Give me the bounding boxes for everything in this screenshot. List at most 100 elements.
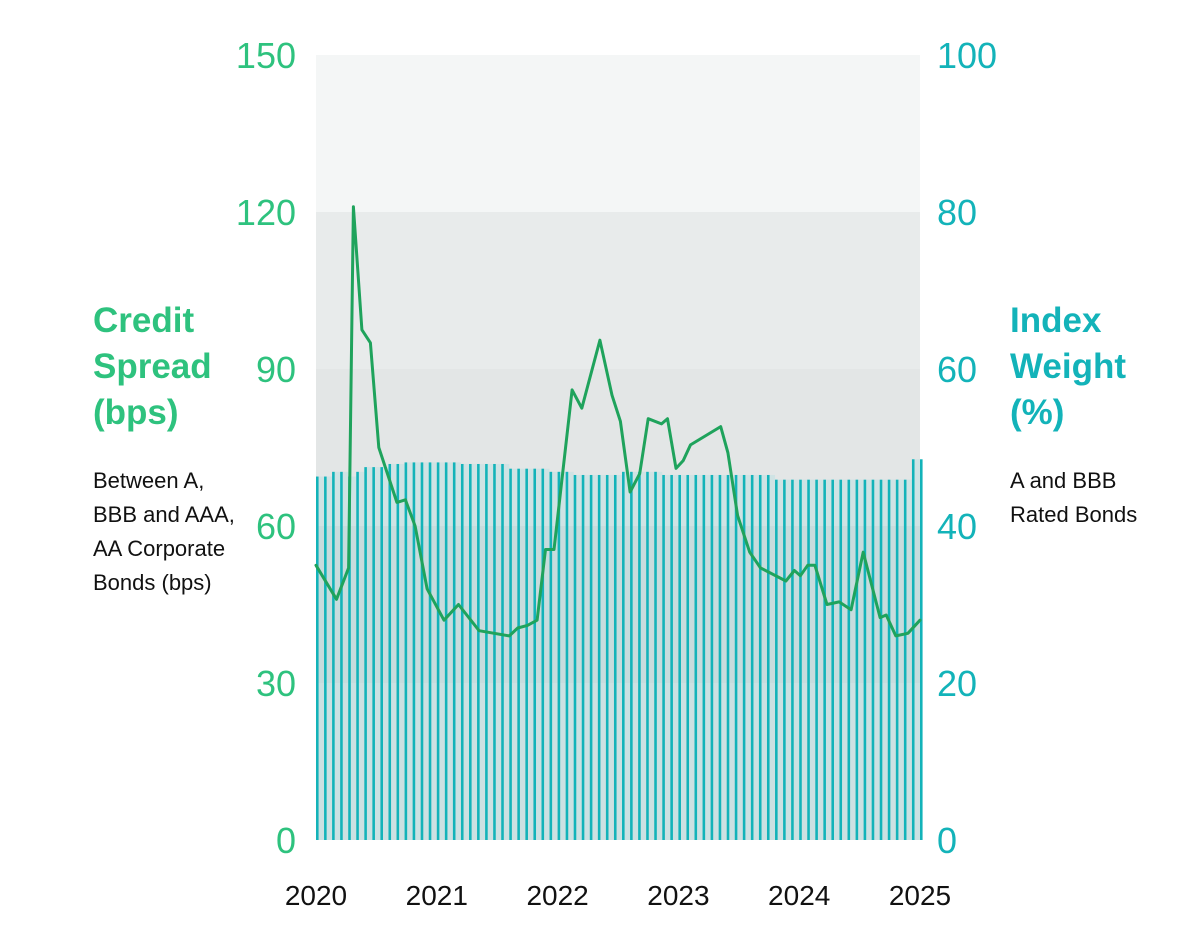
left-axis-note-line: Between A, xyxy=(93,468,205,493)
bar-fill xyxy=(597,474,606,840)
bar xyxy=(702,474,706,840)
left-axis-note: Between A, BBB and AAA, AA Corporate Bon… xyxy=(93,464,293,600)
bar-fill xyxy=(662,474,671,840)
bar xyxy=(388,463,392,840)
x-tick-label: 2021 xyxy=(406,880,468,911)
bar-fill xyxy=(799,479,808,840)
bar-fill xyxy=(734,474,743,840)
bar xyxy=(742,474,746,840)
background-band xyxy=(316,55,920,212)
bar-fill xyxy=(316,476,325,840)
bar xyxy=(807,479,810,840)
bar xyxy=(920,459,923,840)
bar-fill xyxy=(396,463,405,840)
bar-fill xyxy=(364,467,373,840)
bar xyxy=(678,474,681,840)
bar-fill xyxy=(420,462,429,840)
bar xyxy=(815,479,818,840)
bar xyxy=(380,467,384,840)
line-series xyxy=(314,205,922,638)
bar xyxy=(412,462,416,840)
bar xyxy=(662,474,665,840)
bar xyxy=(710,474,714,840)
bar xyxy=(589,474,593,840)
bar xyxy=(557,471,561,840)
bar-fill xyxy=(388,463,397,840)
right-tick-label: 40 xyxy=(937,506,977,547)
x-tick-label: 2020 xyxy=(285,880,347,911)
left-axis-title: Credit Spread (bps) xyxy=(93,298,293,436)
bar-fill xyxy=(622,471,631,840)
bar-fill xyxy=(847,479,856,840)
bar xyxy=(372,467,375,840)
x-tick-label: 2022 xyxy=(526,880,588,911)
bar-fill xyxy=(485,463,494,840)
left-axis-ticks: 0 30 60 90 120 150 xyxy=(236,35,296,861)
bar xyxy=(573,474,577,840)
bar xyxy=(348,476,351,840)
bar-fill xyxy=(702,474,711,840)
bar-fill xyxy=(589,474,598,840)
bar xyxy=(911,459,915,840)
bar-fill xyxy=(831,479,840,840)
index-weight-bars xyxy=(316,459,923,840)
bar-fill xyxy=(493,463,502,840)
bar xyxy=(726,474,730,840)
bar xyxy=(879,479,883,840)
left-axis-title-line: Credit xyxy=(93,301,195,340)
right-axis-note-line: Rated Bonds xyxy=(1010,502,1138,527)
bar xyxy=(452,462,456,840)
left-axis-title-line: Spread xyxy=(93,347,212,386)
background-band xyxy=(316,212,920,369)
bar-fill xyxy=(380,467,389,840)
credit-spread-series xyxy=(314,205,922,638)
bar xyxy=(847,479,851,840)
bar xyxy=(332,471,335,840)
left-axis-note-line: BBB and AAA, xyxy=(93,502,235,527)
bar xyxy=(541,468,545,840)
right-axis-title-line: Index xyxy=(1010,301,1102,340)
bar xyxy=(493,463,496,840)
bar xyxy=(622,471,625,840)
bar xyxy=(613,474,617,840)
right-tick-label: 0 xyxy=(937,820,957,861)
right-axis-ticks: 0 20 40 60 80 100 xyxy=(937,35,997,861)
bar-fill xyxy=(775,479,784,840)
bar-fill xyxy=(565,471,574,840)
bar-fill xyxy=(726,474,735,840)
bar xyxy=(766,474,770,840)
bar xyxy=(863,479,867,840)
bar-fill xyxy=(839,479,848,840)
bar xyxy=(775,479,778,840)
background-bands xyxy=(316,55,920,840)
bar xyxy=(646,471,649,840)
bar xyxy=(734,474,738,840)
bar-fill xyxy=(541,468,550,840)
bar-fill xyxy=(766,474,776,840)
bar xyxy=(581,474,585,840)
bar xyxy=(509,468,512,840)
bar xyxy=(533,468,537,840)
x-tick-label: 2025 xyxy=(889,880,951,911)
bar-fill xyxy=(452,462,461,840)
bar-fill xyxy=(678,474,687,840)
bar-fill xyxy=(823,479,832,840)
bar xyxy=(831,479,834,840)
bar-fill xyxy=(340,471,349,840)
bar-fill xyxy=(613,474,623,840)
bar-fill xyxy=(895,479,904,840)
bar-fill xyxy=(742,474,751,840)
left-tick-label: 0 xyxy=(276,820,296,861)
bar-fill xyxy=(348,476,357,840)
bar xyxy=(670,474,673,840)
bar xyxy=(758,474,762,840)
bar xyxy=(404,462,408,840)
right-axis-title-line: (%) xyxy=(1010,393,1065,432)
bar xyxy=(887,479,891,840)
bar-fill xyxy=(517,468,526,840)
left-axis-note-line: AA Corporate xyxy=(93,536,226,561)
bar-fill xyxy=(549,471,558,840)
bar xyxy=(420,462,424,840)
left-tick-label: 90 xyxy=(256,349,296,390)
right-tick-label: 100 xyxy=(937,35,997,76)
